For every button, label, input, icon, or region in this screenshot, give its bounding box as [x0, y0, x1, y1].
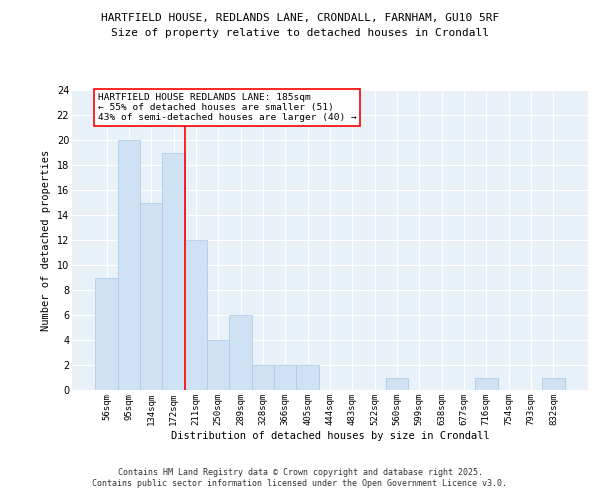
- X-axis label: Distribution of detached houses by size in Crondall: Distribution of detached houses by size …: [170, 430, 490, 440]
- Bar: [229, 315, 252, 390]
- Bar: [475, 378, 497, 390]
- Bar: [207, 340, 229, 390]
- Y-axis label: Number of detached properties: Number of detached properties: [41, 150, 51, 330]
- Bar: [386, 378, 408, 390]
- Bar: [118, 140, 140, 390]
- Text: Size of property relative to detached houses in Crondall: Size of property relative to detached ho…: [111, 28, 489, 38]
- Text: HARTFIELD HOUSE REDLANDS LANE: 185sqm
← 55% of detached houses are smaller (51)
: HARTFIELD HOUSE REDLANDS LANE: 185sqm ← …: [98, 92, 356, 122]
- Bar: [140, 202, 163, 390]
- Bar: [296, 365, 319, 390]
- Bar: [95, 278, 118, 390]
- Bar: [542, 378, 565, 390]
- Text: HARTFIELD HOUSE, REDLANDS LANE, CRONDALL, FARNHAM, GU10 5RF: HARTFIELD HOUSE, REDLANDS LANE, CRONDALL…: [101, 12, 499, 22]
- Bar: [185, 240, 207, 390]
- Bar: [252, 365, 274, 390]
- Text: Contains HM Land Registry data © Crown copyright and database right 2025.
Contai: Contains HM Land Registry data © Crown c…: [92, 468, 508, 487]
- Bar: [274, 365, 296, 390]
- Bar: [163, 152, 185, 390]
